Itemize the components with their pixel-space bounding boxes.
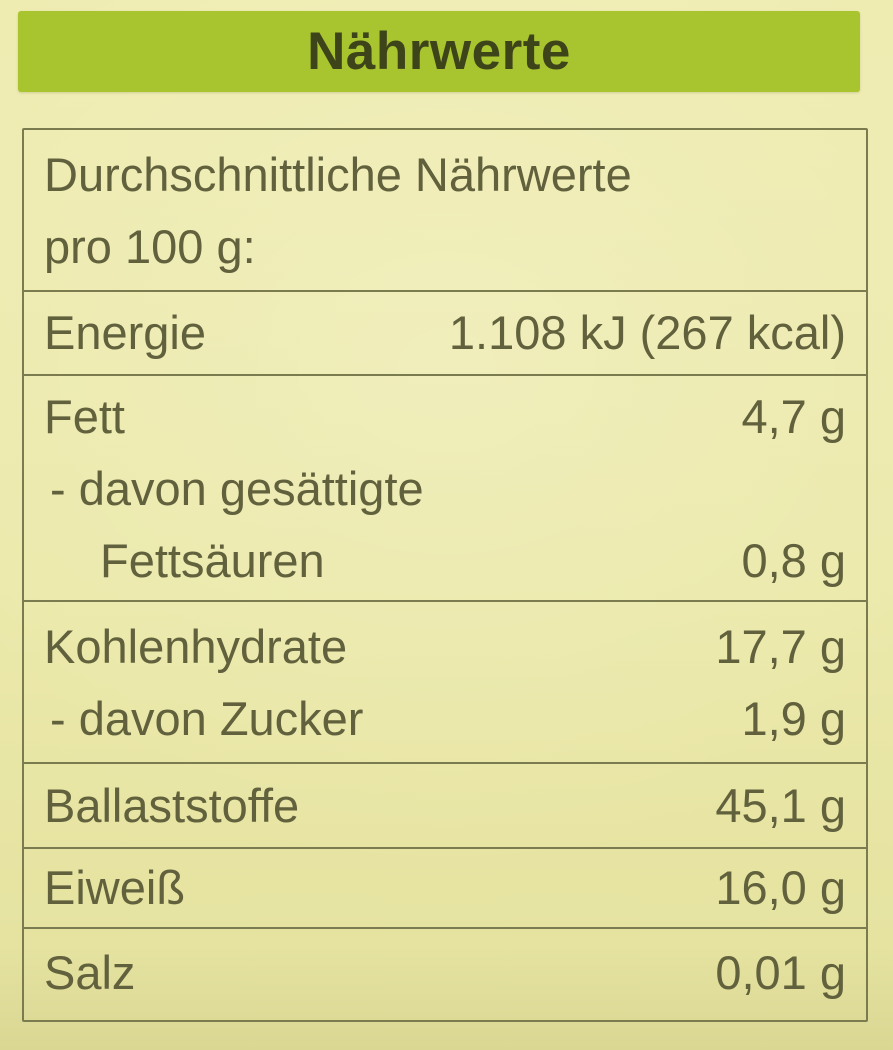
nutrient-value-salz: 0,01 g: [715, 946, 846, 999]
caption-line-2: pro 100 g:: [44, 220, 256, 273]
nutrient-sublabel-zucker: - davon Zucker: [50, 692, 364, 745]
title-bar: Nährwerte: [18, 11, 860, 92]
nutrient-value-fett: 4,7 g: [741, 390, 846, 443]
caption-line-1: Durchschnittliche Nährwerte: [44, 148, 632, 201]
nutrient-label-fett: Fett: [44, 390, 125, 443]
nutrient-value-gesaettigte: 0,8 g: [741, 534, 846, 587]
nutrient-value-eiweiss: 16,0 g: [715, 861, 846, 914]
nutrient-label-ballaststoffe: Ballaststoffe: [44, 779, 300, 832]
nutrient-label-energie: Energie: [44, 306, 206, 359]
table-row-kohlenhydrate: Kohlenhydrate 17,7 g - davon Zucker 1,9 …: [24, 600, 866, 762]
label-title: Nährwerte: [307, 22, 571, 81]
table-row-energie: Energie 1.108 kJ (267 kcal): [24, 290, 866, 374]
nutrient-value-ballaststoffe: 45,1 g: [715, 779, 846, 832]
nutrient-label-kohlenhydrate: Kohlenhydrate: [44, 620, 348, 673]
nutrient-sublabel-gesaettigte-line2: Fettsäuren: [100, 534, 325, 587]
table-row-ballaststoffe: Ballaststoffe 45,1 g: [24, 762, 866, 847]
nutrient-value-zucker: 1,9 g: [741, 692, 846, 745]
nutrient-label-salz: Salz: [44, 946, 136, 999]
nutrient-value-energie: 1.108 kJ (267 kcal): [448, 306, 846, 359]
nutrient-label-eiweiss: Eiweiß: [44, 861, 186, 914]
nutrient-value-kohlenhydrate: 17,7 g: [715, 620, 846, 673]
table-caption-row: Durchschnittliche Nährwerte pro 100 g:: [24, 130, 866, 290]
table-row-fett: Fett 4,7 g - davon gesättigte Fettsäuren…: [24, 374, 866, 600]
nutrition-table: Durchschnittliche Nährwerte pro 100 g: E…: [22, 128, 868, 1022]
nutrient-sublabel-gesaettigte-line1: - davon gesättigte: [50, 462, 424, 515]
table-row-eiweiss: Eiweiß 16,0 g: [24, 847, 866, 927]
table-row-salz: Salz 0,01 g: [24, 927, 866, 1022]
